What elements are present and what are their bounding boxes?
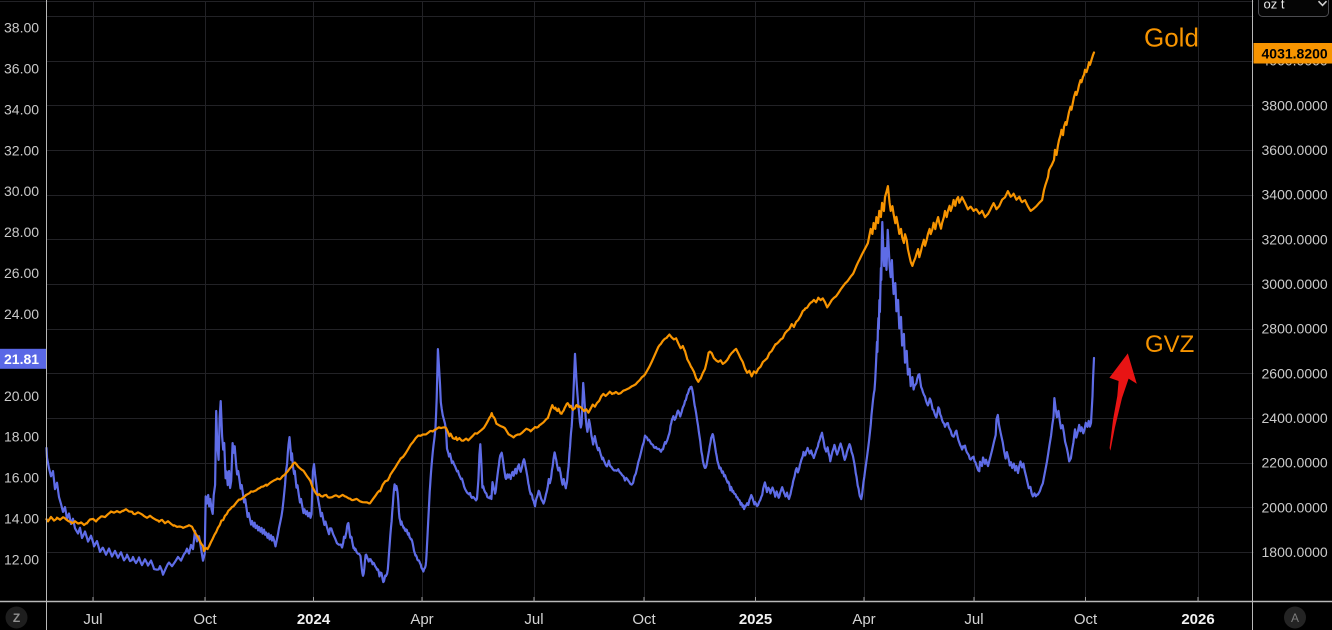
svg-text:GVZ: GVZ [1145,331,1194,358]
svg-text:3200.0000: 3200.0000 [1262,231,1328,247]
svg-text:Oct: Oct [632,611,656,628]
svg-text:18.00: 18.00 [4,429,39,445]
svg-text:2600.0000: 2600.0000 [1262,365,1328,381]
svg-text:3800.0000: 3800.0000 [1262,97,1328,113]
svg-text:Z: Z [13,611,20,625]
svg-text:36.00: 36.00 [4,60,39,76]
svg-text:2025: 2025 [739,611,772,628]
svg-text:Jul: Jul [964,611,983,628]
svg-text:A: A [1291,611,1299,625]
svg-text:3000.0000: 3000.0000 [1262,276,1328,292]
svg-text:38.00: 38.00 [4,20,39,36]
svg-text:2400.0000: 2400.0000 [1262,410,1328,426]
svg-text:1800.0000: 1800.0000 [1262,544,1328,560]
svg-text:12.00: 12.00 [4,552,39,568]
svg-text:30.00: 30.00 [4,183,39,199]
svg-text:2800.0000: 2800.0000 [1262,321,1328,337]
svg-text:3600.0000: 3600.0000 [1262,142,1328,158]
svg-text:2200.0000: 2200.0000 [1262,455,1328,471]
svg-text:16.00: 16.00 [4,470,39,486]
svg-text:3400.0000: 3400.0000 [1262,187,1328,203]
svg-text:4031.8200: 4031.8200 [1262,46,1328,62]
svg-text:14.00: 14.00 [4,511,39,527]
svg-text:Jul: Jul [524,611,543,628]
svg-text:Oct: Oct [1074,611,1098,628]
svg-text:Apr: Apr [410,611,433,628]
svg-text:Gold: Gold [1144,23,1199,53]
svg-text:24.00: 24.00 [4,306,39,322]
svg-text:26.00: 26.00 [4,265,39,281]
svg-text:32.00: 32.00 [4,142,39,158]
svg-text:2024: 2024 [297,611,331,628]
svg-text:20.00: 20.00 [4,388,39,404]
svg-text:Jul: Jul [83,611,102,628]
svg-text:Apr: Apr [852,611,875,628]
svg-text:oz t: oz t [1264,0,1285,12]
svg-text:2026: 2026 [1181,611,1214,628]
svg-text:Oct: Oct [193,611,217,628]
svg-text:21.81: 21.81 [4,351,39,367]
svg-text:28.00: 28.00 [4,224,39,240]
svg-text:2000.0000: 2000.0000 [1262,499,1328,515]
svg-text:34.00: 34.00 [4,101,39,117]
